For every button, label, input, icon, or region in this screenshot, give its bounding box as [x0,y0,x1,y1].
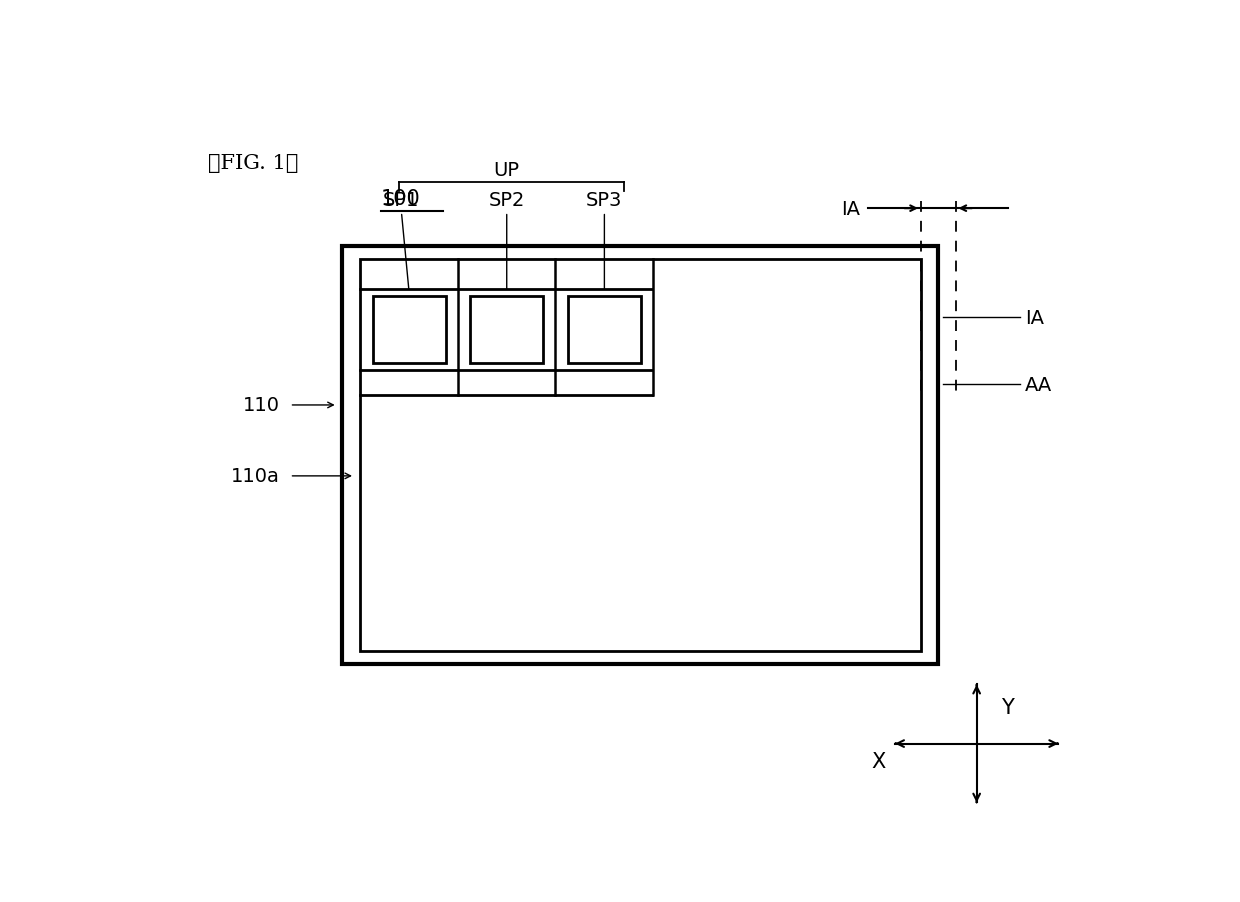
Bar [568,296,641,364]
Text: SP1: SP1 [383,190,419,209]
Text: SP2: SP2 [489,190,525,209]
Text: UP: UP [494,161,520,179]
Text: 【FIG. 1】: 【FIG. 1】 [208,153,299,172]
Text: AA: AA [1024,375,1052,394]
Bar [372,296,445,364]
Text: 100: 100 [381,189,420,209]
Text: IA: IA [1024,308,1044,327]
Text: 110a: 110a [231,467,280,486]
Bar [470,296,543,364]
Text: Y: Y [1001,697,1013,717]
Bar [342,247,939,664]
Text: IA: IA [842,199,861,218]
Text: X: X [872,751,885,771]
Bar [360,260,921,651]
Text: SP3: SP3 [587,190,622,209]
Text: 110: 110 [243,396,280,415]
